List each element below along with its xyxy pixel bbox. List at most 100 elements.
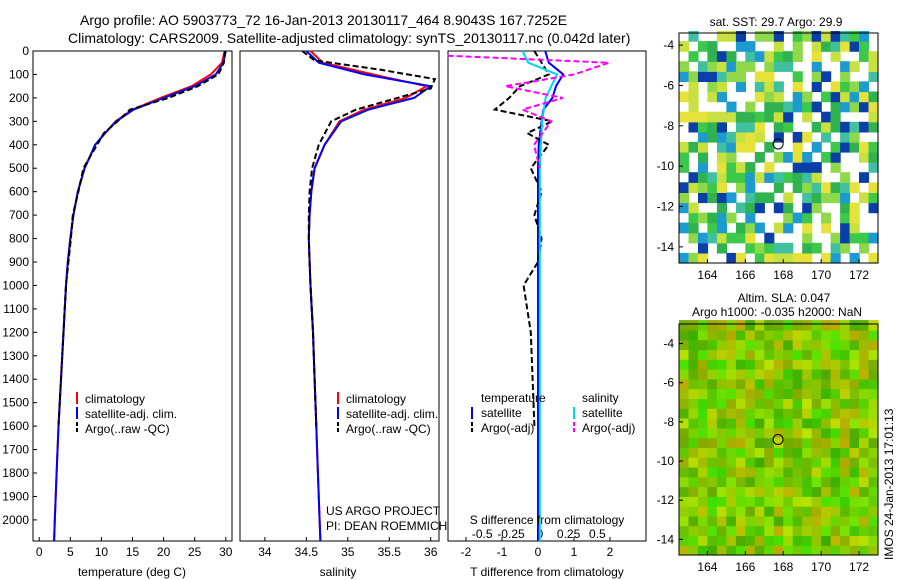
map-cell bbox=[698, 182, 709, 193]
map-cell bbox=[840, 329, 851, 341]
map-cell bbox=[811, 398, 822, 409]
map-cell bbox=[792, 252, 803, 264]
map-cell bbox=[802, 252, 813, 264]
map-cell bbox=[764, 466, 775, 478]
map-cell bbox=[802, 486, 813, 497]
map-cell bbox=[688, 388, 699, 399]
map-cell bbox=[821, 111, 832, 123]
map-cell bbox=[698, 457, 709, 468]
map-cell bbox=[783, 378, 794, 390]
map-cell bbox=[735, 111, 746, 123]
map-cell bbox=[830, 378, 841, 390]
map-cell bbox=[698, 398, 709, 409]
depth-tick-label: 2000 bbox=[2, 513, 29, 527]
map-cell bbox=[688, 71, 699, 82]
map-cell bbox=[679, 162, 690, 173]
map-cell bbox=[849, 81, 860, 93]
map-cell bbox=[792, 131, 803, 143]
map-cell bbox=[735, 398, 746, 409]
map-cell bbox=[754, 447, 765, 458]
map-cell bbox=[679, 61, 690, 72]
map-cell bbox=[783, 427, 794, 439]
map-cell bbox=[821, 152, 832, 163]
map-cell bbox=[830, 418, 841, 429]
map-cell bbox=[859, 515, 870, 527]
salinity-axis-ticks: 34 34.5 35 35.5 36 bbox=[258, 537, 438, 559]
map-cell bbox=[698, 192, 709, 204]
map-cell bbox=[679, 457, 690, 468]
map-cell bbox=[840, 476, 851, 488]
map-cell bbox=[679, 398, 690, 409]
map-cell bbox=[830, 41, 841, 52]
map-cell bbox=[868, 329, 879, 341]
map-cell bbox=[754, 131, 765, 143]
map-cell bbox=[811, 506, 822, 517]
map-cell bbox=[707, 418, 718, 429]
map-cell bbox=[783, 388, 794, 399]
map-cell bbox=[859, 447, 870, 458]
map-cell bbox=[849, 466, 860, 478]
map-cell bbox=[821, 496, 832, 507]
map-cell bbox=[821, 378, 832, 390]
map-cell bbox=[698, 437, 709, 448]
map-cell bbox=[868, 496, 879, 507]
map-cell bbox=[726, 339, 737, 351]
map-cell bbox=[745, 222, 756, 234]
sst-map-panel: sat. SST: 29.7 Argo: 29.9 164 166 168 170 17… bbox=[657, 15, 879, 282]
map-cell bbox=[821, 182, 832, 193]
map-cell bbox=[735, 359, 746, 370]
map-cell bbox=[783, 398, 794, 409]
map-cell bbox=[726, 212, 737, 224]
map-cell bbox=[773, 418, 784, 429]
map-cell bbox=[735, 535, 746, 546]
map-cell bbox=[849, 339, 860, 351]
map-cell bbox=[707, 111, 718, 123]
map-cell bbox=[859, 192, 870, 204]
x-tick-label: 10 bbox=[95, 545, 109, 559]
sla-map-subtitle: Argo h1000: -0.035 h2000: NaN bbox=[692, 305, 862, 319]
map-cell bbox=[830, 81, 841, 93]
map-cell bbox=[868, 525, 879, 536]
map-cell bbox=[811, 101, 822, 113]
map-cell bbox=[698, 359, 709, 370]
x-tick-label: 34.5 bbox=[295, 545, 319, 559]
map-cell bbox=[859, 486, 870, 497]
map-cell bbox=[811, 466, 822, 478]
map-cell bbox=[688, 369, 699, 380]
map-cell bbox=[830, 31, 841, 42]
map-cell bbox=[764, 535, 775, 546]
map-cell bbox=[754, 71, 765, 82]
map-cell bbox=[849, 121, 860, 133]
depth-tick-label: 1000 bbox=[2, 278, 29, 292]
map-cell bbox=[802, 152, 813, 163]
map-cell bbox=[716, 525, 727, 536]
map-cell bbox=[849, 515, 860, 527]
legend-climatology: climatology bbox=[85, 392, 145, 406]
map-cell bbox=[792, 349, 803, 360]
map-cell bbox=[859, 152, 870, 163]
map-cell bbox=[802, 506, 813, 517]
map-cell bbox=[849, 61, 860, 72]
map-cell bbox=[726, 447, 737, 458]
map-cell bbox=[783, 496, 794, 507]
lon-tick-label: 170 bbox=[811, 268, 831, 282]
map-cell bbox=[821, 408, 832, 419]
map-cell bbox=[688, 121, 699, 133]
map-cell bbox=[726, 31, 737, 42]
map-cell bbox=[745, 378, 756, 390]
map-cell bbox=[754, 152, 765, 163]
map-cell bbox=[811, 388, 822, 399]
map-cell bbox=[726, 71, 737, 82]
temperature-xlabel: temperature (deg C) bbox=[78, 565, 186, 579]
map-cell bbox=[802, 496, 813, 507]
depth-tick-label: 300 bbox=[9, 114, 29, 128]
map-cell bbox=[745, 61, 756, 72]
map-cell bbox=[707, 496, 718, 507]
map-cell bbox=[792, 31, 803, 42]
map-cell bbox=[698, 172, 709, 183]
map-cell bbox=[707, 232, 718, 244]
map-cell bbox=[698, 515, 709, 527]
series-salinity-argo-adj bbox=[447, 54, 610, 169]
map-cell bbox=[821, 506, 832, 517]
x-tick-label: 36 bbox=[424, 545, 438, 559]
